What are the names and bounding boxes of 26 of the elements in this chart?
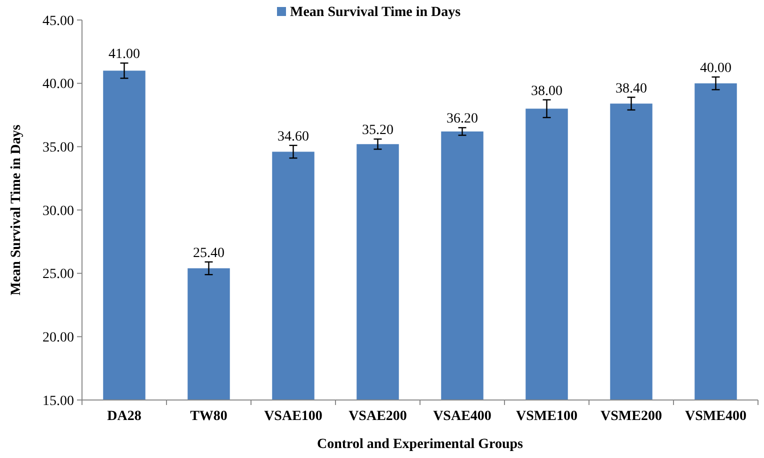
- text: 38.00: [531, 84, 562, 99]
- y-tick-label: 45.00: [42, 14, 74, 29]
- text: 35.20: [362, 123, 394, 138]
- text: 40.00: [700, 61, 732, 76]
- x-tick-label: VSAE200: [348, 409, 407, 424]
- y-tick-label: 35.00: [42, 140, 74, 156]
- x-axis-title: Control and Experimental Groups: [316, 437, 524, 452]
- y-axis-title: Mean Survival Time in Days: [9, 124, 24, 296]
- y-tick-label: 15.00: [42, 394, 74, 409]
- x-tick-label: VSME100: [516, 409, 578, 424]
- text: 38.40: [616, 81, 647, 96]
- x-tick-label: VSME200: [600, 409, 662, 424]
- x-tick-label: VSME400: [685, 409, 746, 424]
- x-tick-label: VSAE100: [264, 409, 322, 424]
- x-tick-label: DA28: [107, 409, 142, 424]
- x-tick-label: VSAE400: [433, 409, 492, 424]
- legend-label: Mean Survival Time in Days: [290, 5, 462, 20]
- y-tick-label: 30.00: [42, 204, 74, 219]
- y-tick-label: 40.00: [42, 77, 74, 92]
- text: 25.40: [193, 246, 224, 261]
- text: 36.20: [446, 112, 478, 127]
- text: 41.00: [108, 47, 140, 62]
- y-tick-label: 20.00: [42, 330, 74, 346]
- y-tick-label: 25.00: [42, 267, 74, 282]
- text: 34.60: [278, 129, 309, 144]
- x-tick-label: TW80: [190, 409, 228, 424]
